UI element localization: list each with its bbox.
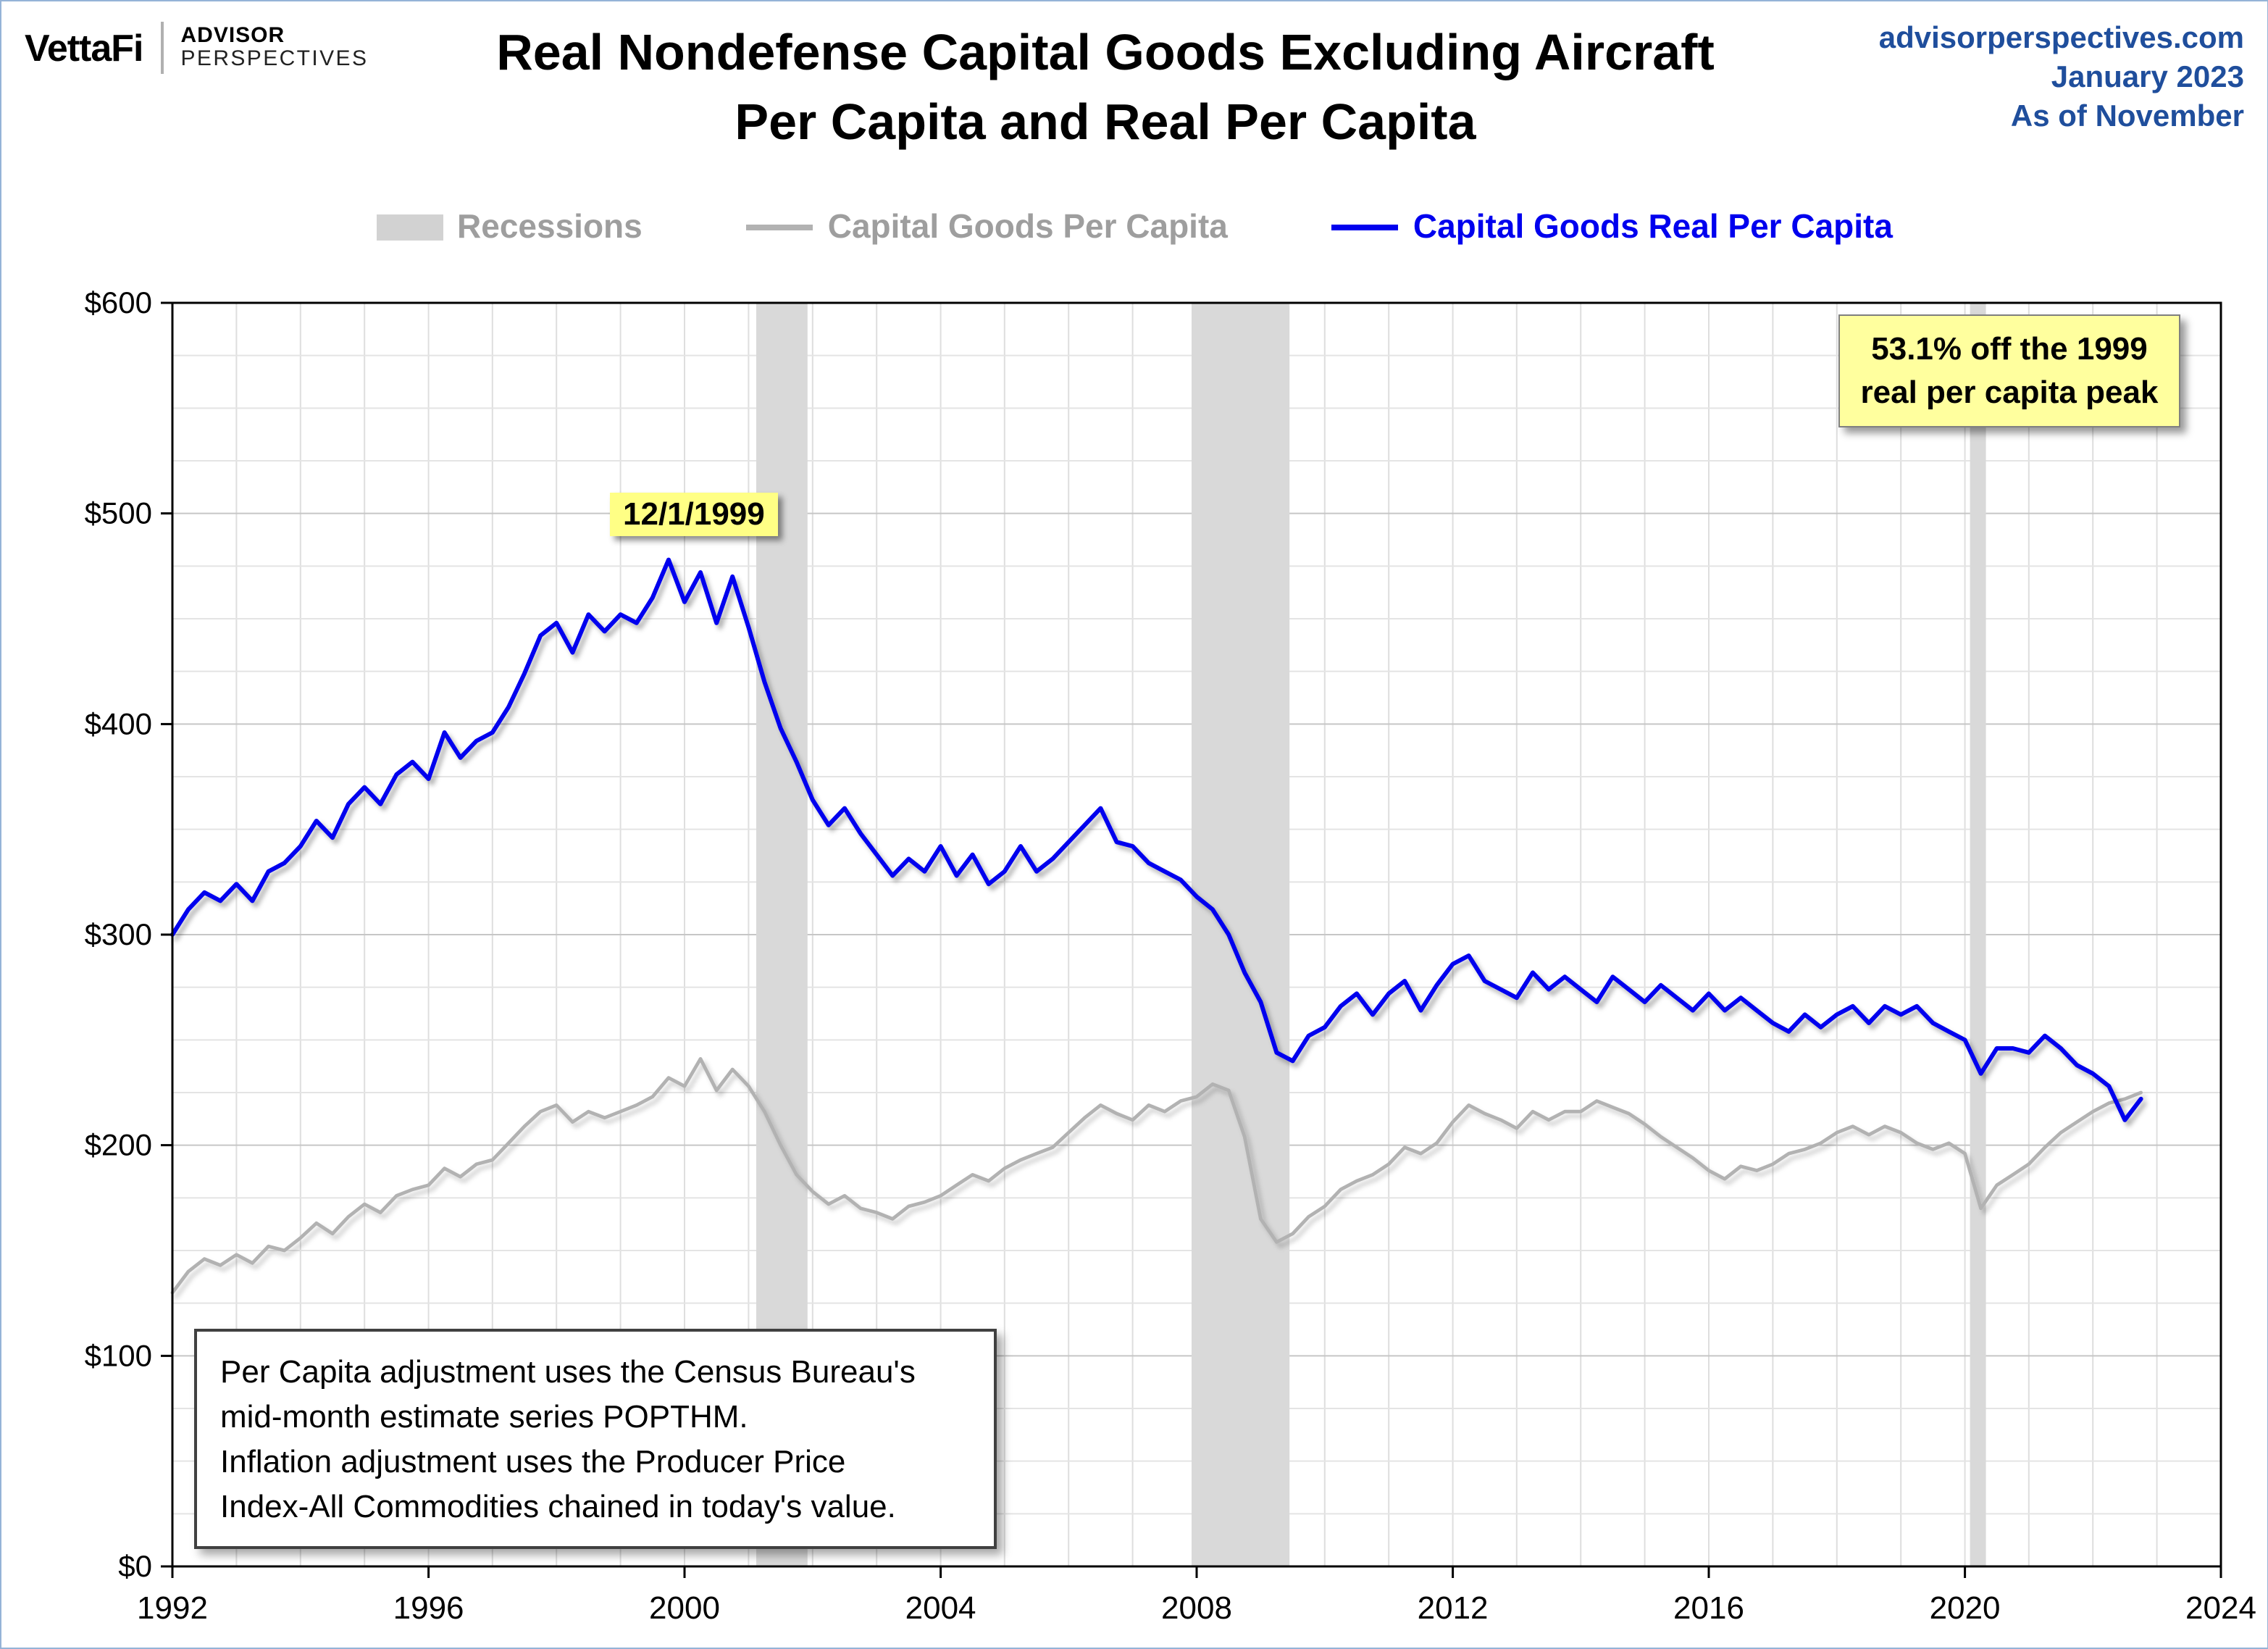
nominal-line-swatch [746, 224, 813, 230]
series-lines [170, 557, 2143, 1295]
source-date: January 2023 [2051, 61, 2244, 94]
peak-annotation: 12/1/1999 [610, 493, 778, 536]
recession-band [1970, 303, 1986, 1566]
y-tick-label: $200 [85, 1128, 152, 1162]
y-tick-label: $300 [85, 917, 152, 951]
brand-perspectives-text: PERSPECTIVES [180, 46, 369, 71]
x-tick-label: 2008 [1161, 1590, 1232, 1626]
brand-separator [160, 22, 164, 74]
chart-title-line2: Per Capita and Real Per Capita [735, 94, 1476, 151]
x-tick-label: 2024 [2185, 1590, 2256, 1626]
x-tick-label: 2000 [649, 1590, 720, 1626]
x-tick-label: 2012 [1418, 1590, 1489, 1626]
legend-nominal-label: Capital Goods Per Capita [827, 207, 1228, 245]
x-tick-label: 1992 [137, 1590, 208, 1626]
x-tick-label: 2020 [1930, 1590, 2001, 1626]
chart-title-line1: Real Nondefense Capital Goods Excluding … [496, 25, 1715, 81]
legend-item-real: Capital Goods Real Per Capita [1331, 207, 1893, 246]
source-asof: As of November [2010, 100, 2244, 133]
x-tick-label: 2016 [1673, 1590, 1744, 1626]
x-tick-label: 2004 [905, 1590, 976, 1626]
page-title: Real Nondefense Capital Goods Excluding … [320, 19, 1891, 158]
y-tick-label: $400 [85, 706, 152, 740]
callout-line2: real per capita peak [1860, 374, 2159, 410]
legend-real-label: Capital Goods Real Per Capita [1413, 207, 1893, 245]
axis-labels: $0 $100 $200 $300 $400 $500 $600 1992 1996 2000 20… [85, 285, 2256, 1626]
series-line-real [170, 557, 2143, 1122]
real-line-swatch [1331, 224, 1399, 230]
y-tick-label: $600 [85, 285, 152, 320]
source-site: advisorperspectives.com [1878, 22, 2244, 55]
legend-recessions-label: Recessions [457, 207, 643, 245]
legend-item-recessions: Recessions [376, 207, 643, 246]
recession-band [1192, 303, 1290, 1566]
note-line2: mid-month estimate series POPTHM. [220, 1398, 748, 1435]
y-tick-label: $500 [85, 496, 152, 530]
methodology-note: Per Capita adjustment uses the Census Bu… [194, 1329, 997, 1549]
y-tick-label: $0 [118, 1549, 152, 1583]
recession-swatch [376, 214, 443, 240]
callout-line1: 53.1% off the 1999 [1871, 330, 2148, 367]
y-tick-label: $100 [85, 1338, 152, 1372]
brand-block: VettaFi ADVISOR PERSPECTIVES [25, 22, 368, 74]
series-line-nominal [170, 1057, 2143, 1295]
peak-drawdown-callout: 53.1% off the 1999 real per capita peak [1838, 314, 2180, 427]
x-tick-label: 1996 [393, 1590, 464, 1626]
note-line1: Per Capita adjustment uses the Census Bu… [220, 1353, 916, 1390]
chart-legend: Recessions Capital Goods Per Capita Capi… [1, 207, 2267, 246]
note-line3: Inflation adjustment uses the Producer P… [220, 1443, 846, 1479]
legend-item-nominal: Capital Goods Per Capita [746, 207, 1228, 246]
vettafi-logo: VettaFi [25, 25, 143, 69]
source-block: advisorperspectives.com January 2023 As … [1879, 19, 2244, 136]
advisor-perspectives-logo: ADVISOR PERSPECTIVES [180, 23, 369, 71]
note-line4: Index-All Commodities chained in today's… [220, 1488, 896, 1524]
brand-advisor-text: ADVISOR [180, 23, 285, 48]
